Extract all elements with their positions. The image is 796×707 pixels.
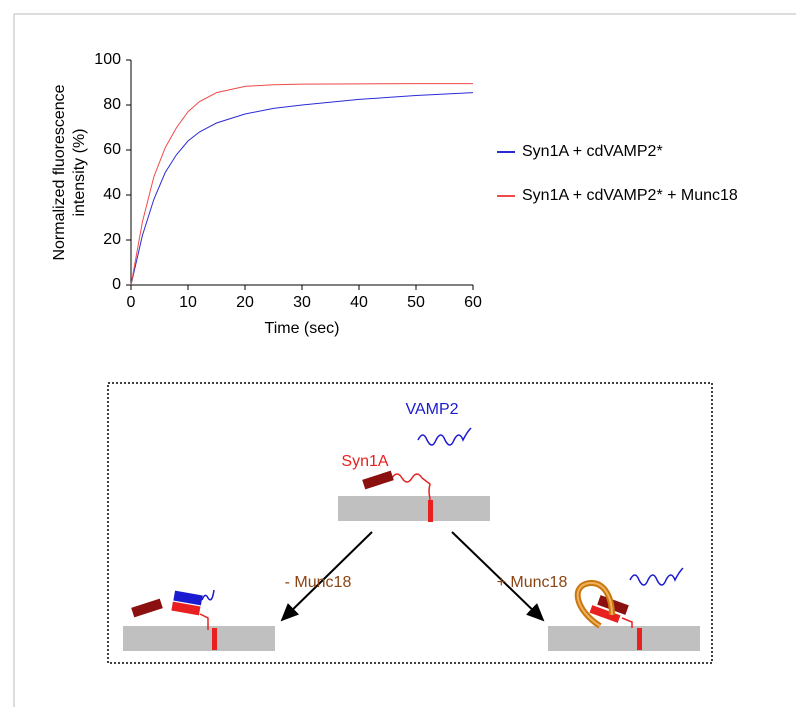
snare-motif <box>589 605 621 623</box>
arrow <box>451 531 545 622</box>
arrow <box>280 531 373 622</box>
syn1a-linker <box>391 473 431 508</box>
y-tick-label: 60 <box>103 141 121 158</box>
y-axis-label: intensity (%) <box>71 128 88 216</box>
minus-munc18-label: - Munc18 <box>285 574 352 591</box>
habc-domain <box>131 598 163 618</box>
x-axis-label: Time (sec) <box>265 320 340 337</box>
vamp2-motif <box>173 590 203 606</box>
series-line <box>130 83 473 286</box>
vamp2-label: VAMP2 <box>405 401 458 418</box>
chart: 0 20 40 60 80 100 0 10 20 30 40 50 60 Time (sec) Norma… <box>51 51 738 337</box>
y-tick-label: 40 <box>103 186 121 203</box>
series-line <box>130 92 474 286</box>
y-tick-label: 0 <box>112 276 121 293</box>
membrane <box>123 626 275 651</box>
tm-domain <box>637 628 642 650</box>
x-tick-label: 50 <box>407 294 425 311</box>
munc18-highlight <box>576 581 613 627</box>
syn1a-linker <box>621 617 633 628</box>
membrane <box>548 626 700 651</box>
plus-munc18-label: + Munc18 <box>497 574 568 591</box>
vamp2-squiggle <box>629 567 684 586</box>
diagram-box <box>107 382 713 664</box>
membrane <box>338 496 490 521</box>
y-tick-label: 20 <box>103 231 121 248</box>
tm-domain <box>428 500 433 522</box>
tm-domain <box>212 628 217 650</box>
y-axis-label: Normalized fluorescence <box>51 84 68 260</box>
x-tick-label: 60 <box>464 294 482 311</box>
x-tick-label: 30 <box>293 294 311 311</box>
x-tick-label: 10 <box>179 294 197 311</box>
syn1a-label: Syn1A <box>341 453 388 470</box>
syn1a-linker <box>199 613 209 630</box>
vamp2-tail <box>201 589 215 601</box>
x-tick-label: 0 <box>127 294 136 311</box>
y-tick-label: 80 <box>103 96 121 113</box>
x-tick-label: 20 <box>236 294 254 311</box>
y-tick-label: 100 <box>94 51 121 68</box>
snare-motif <box>171 601 201 616</box>
habc-domain <box>362 470 394 490</box>
legend-label: Syn1A + cdVAMP2* <box>522 143 663 160</box>
vamp2-squiggle <box>417 427 472 446</box>
legend-label: Syn1A + cdVAMP2* + Munc18 <box>522 187 738 204</box>
x-tick-label: 40 <box>350 294 368 311</box>
